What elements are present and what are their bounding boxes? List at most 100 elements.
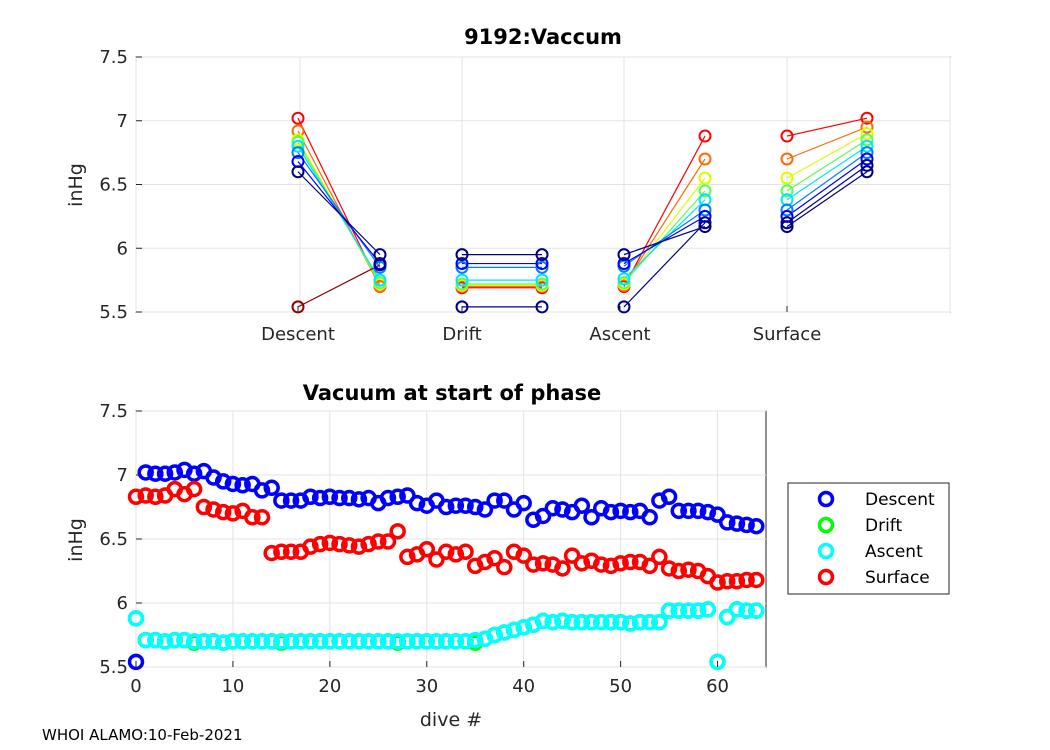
bottom-data-point-ascent [340, 633, 358, 650]
bottom-x-axis-label: dive # [420, 709, 482, 731]
bottom-data-point-descent [137, 464, 154, 481]
bottom-data-point-surface [437, 543, 455, 561]
bottom-data-point-descent [699, 503, 717, 521]
bottom-data-point-descent [234, 476, 251, 494]
top-data-point [617, 276, 631, 290]
top-data-point [455, 277, 469, 291]
bottom-data-point-surface [680, 561, 697, 578]
bottom-data-point-surface [185, 480, 203, 498]
bottom-data-point-surface [738, 571, 755, 589]
bottom-data-point-surface [360, 535, 377, 553]
bottom-data-point-surface [622, 553, 639, 571]
legend-marker-drift [817, 516, 835, 534]
top-data-point [860, 139, 874, 153]
top-data-point [617, 300, 631, 314]
bottom-data-point-ascent [680, 602, 697, 619]
bottom-data-point-ascent [379, 633, 397, 650]
bottom-data-point-surface [311, 535, 329, 553]
bottom-data-point-ascent [195, 633, 213, 650]
bottom-data-point-descent [738, 516, 755, 534]
bottom-x-tick-label: 0 [130, 676, 141, 697]
bottom-y-tick-label: 7 [117, 465, 128, 486]
bottom-data-point-ascent [244, 633, 261, 650]
bottom-data-point-surface [563, 547, 581, 564]
top-y-tick-label: 6.5 [99, 175, 128, 196]
bottom-data-point-descent [670, 502, 688, 520]
bottom-data-point-surface [340, 537, 358, 554]
bottom-data-point-ascent [544, 613, 562, 631]
bottom-data-point-surface [195, 498, 213, 516]
bottom-data-point-ascent [282, 633, 300, 650]
top-data-point [535, 277, 549, 291]
top-data-point [617, 248, 631, 262]
bottom-data-point-descent [718, 514, 736, 531]
top-data-point [535, 300, 549, 314]
bottom-data-point-ascent [447, 633, 465, 650]
bottom-data-point-ascent [389, 633, 406, 650]
bottom-data-point-surface [350, 538, 368, 555]
bottom-data-point-surface [224, 505, 242, 522]
top-series-line [623, 190, 706, 284]
top-data-point [698, 220, 712, 234]
bottom-data-point-surface [399, 548, 416, 566]
bottom-data-point-descent [224, 475, 242, 493]
top-data-point [291, 139, 305, 153]
bottom-data-point-descent [127, 653, 145, 671]
bottom-data-point-surface [282, 543, 300, 561]
legend-label-drift: Drift [865, 516, 902, 536]
bottom-data-point-surface [748, 571, 765, 589]
bottom-data-point-ascent [573, 613, 591, 631]
bottom-data-point-ascent [670, 602, 688, 619]
bottom-data-point-surface [147, 488, 164, 506]
bottom-data-point-surface [602, 557, 620, 575]
bottom-data-point-ascent [699, 601, 717, 618]
top-series-line [786, 171, 868, 228]
bottom-data-point-ascent [166, 631, 184, 649]
bottom-x-tick-label: 30 [415, 676, 438, 697]
top-category-label: Descent [261, 324, 335, 345]
bottom-data-point-descent [728, 515, 746, 532]
bottom-x-ticks: 0 10 20 30 40 50 60 [130, 661, 729, 697]
bottom-data-point-ascent [583, 613, 600, 631]
top-data-point [535, 260, 549, 274]
bottom-data-point-surface [515, 547, 532, 564]
top-y-tick-label: 5.5 [99, 302, 128, 323]
top-series-line [297, 171, 381, 256]
bottom-data-point-ascent [418, 633, 436, 650]
top-data-point [698, 203, 712, 217]
top-series-line [786, 158, 868, 217]
bottom-data-point-surface [728, 572, 746, 590]
bottom-data-point-descent [302, 488, 319, 506]
bottom-data-point-ascent [147, 631, 164, 649]
bottom-data-point-surface [244, 508, 261, 526]
top-series-line [786, 126, 868, 160]
bottom-data-point-descent [263, 479, 280, 497]
bottom-data-point-surface [660, 560, 678, 577]
bottom-data-point-ascent [602, 613, 620, 631]
bottom-data-point-surface [273, 543, 290, 561]
top-data-point [698, 184, 712, 198]
bottom-data-point-surface [573, 555, 591, 572]
bottom-data-point-ascent [428, 633, 445, 650]
top-data-point [860, 158, 874, 172]
bottom-x-tick-label: 40 [512, 676, 535, 697]
bottom-chart: 5.5 6 6.5 7 7.5 0 10 20 30 40 50 60 Vacuum at star… [65, 381, 767, 731]
bottom-data-point-descent [379, 489, 397, 507]
bottom-data-point-surface [379, 533, 397, 550]
bottom-data-point-ascent [214, 634, 232, 651]
legend-box [787, 482, 950, 595]
bottom-data-point-surface [709, 574, 726, 591]
top-series-line [786, 164, 868, 224]
bottom-data-point-descent [321, 488, 339, 506]
bottom-x-tick-label: 60 [706, 676, 729, 697]
bottom-data-point-descent [447, 497, 465, 514]
footer-text: WHOI ALAMO:10-Feb-2021 [42, 726, 243, 744]
top-series-line [623, 209, 706, 267]
top-markers [291, 111, 874, 314]
bottom-data-point-descent [515, 494, 532, 512]
top-data-point [860, 127, 874, 140]
top-y-tick-label: 7 [117, 111, 128, 132]
top-series-line [786, 139, 868, 192]
bottom-data-point-surface [137, 487, 154, 504]
bottom-data-point-ascent [641, 613, 658, 631]
